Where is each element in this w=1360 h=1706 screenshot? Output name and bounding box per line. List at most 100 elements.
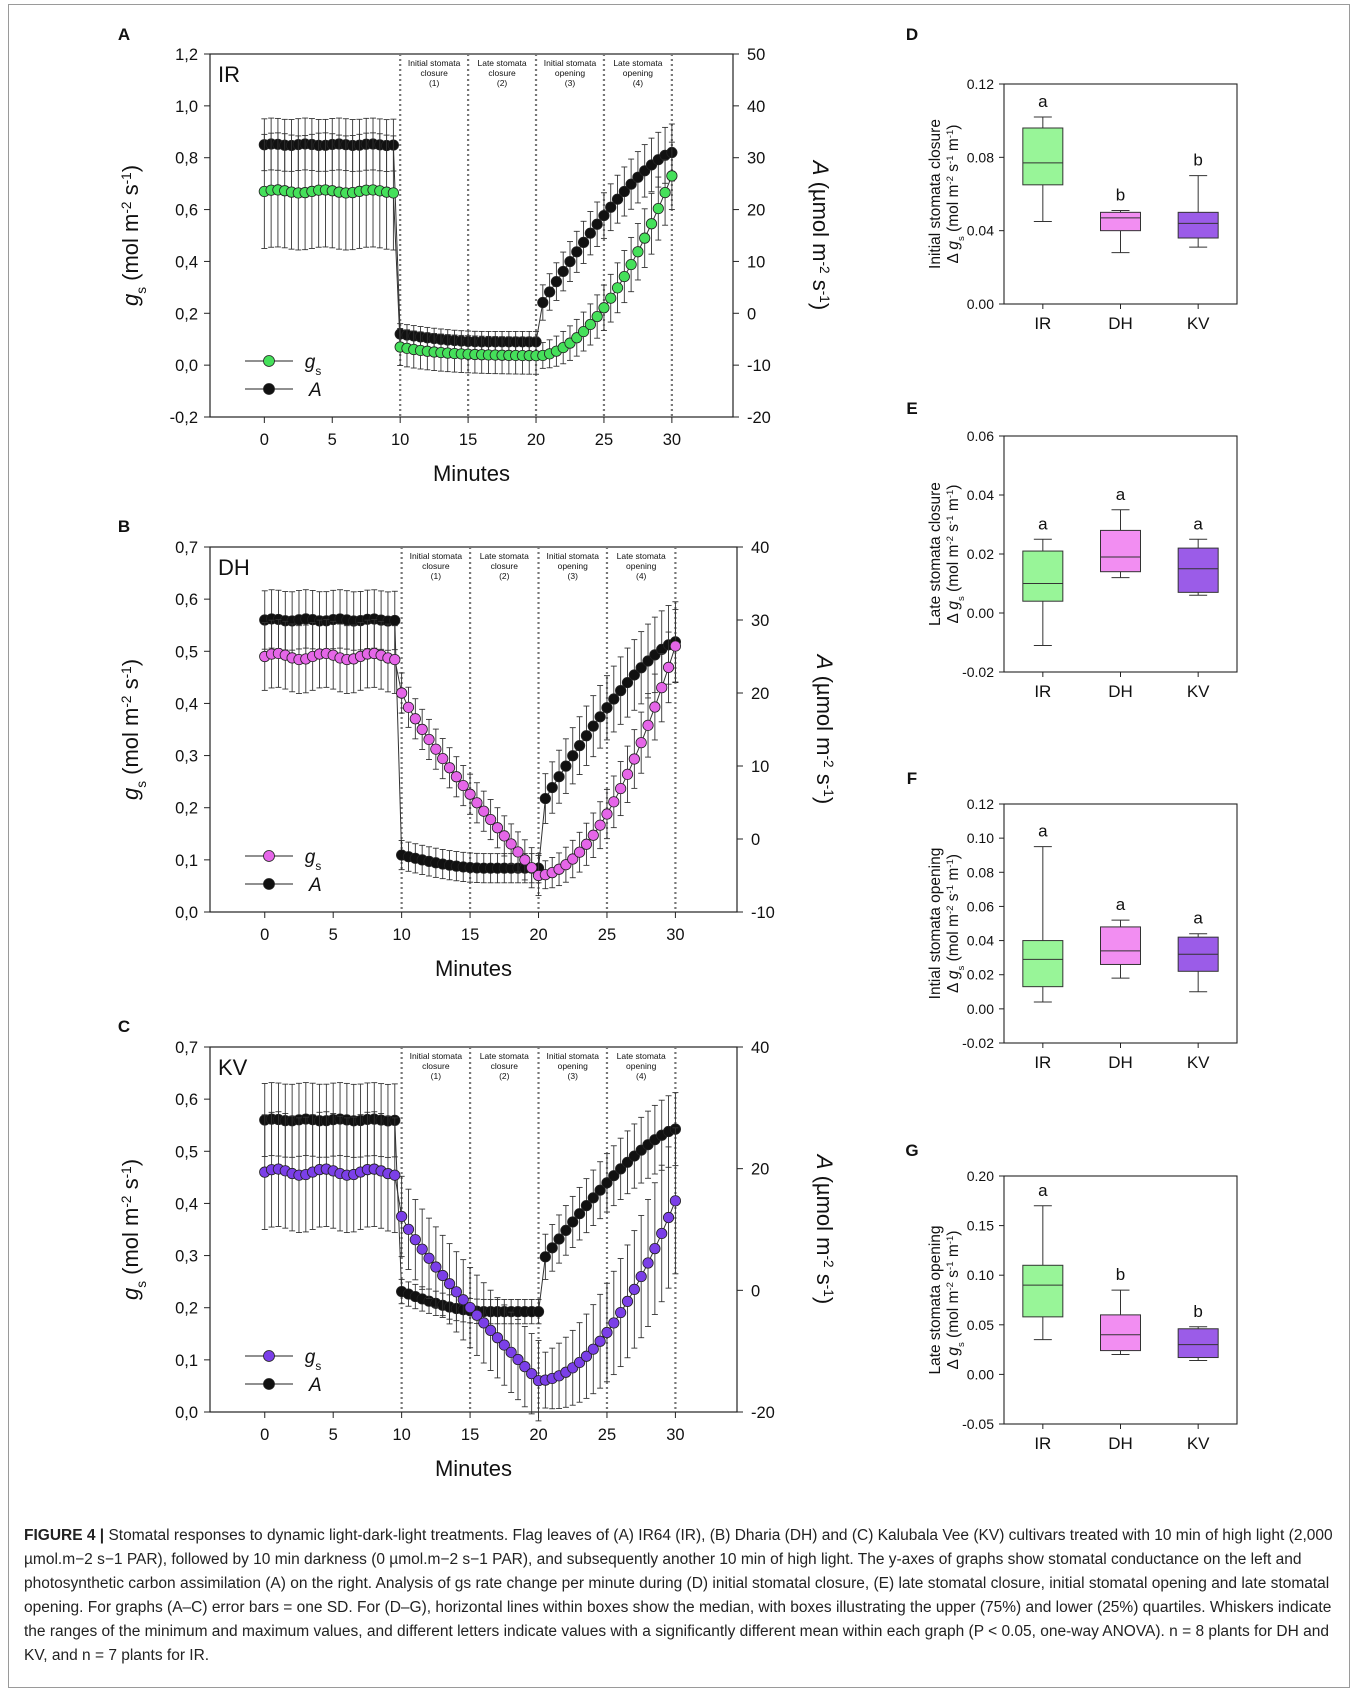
data-point bbox=[573, 846, 586, 858]
y-tick-label: 0.10 bbox=[967, 1267, 994, 1283]
data-point bbox=[423, 733, 435, 746]
data-point bbox=[519, 854, 531, 866]
y-left-axis-title: gs (mol m-2 s-1) bbox=[118, 1159, 149, 1300]
y-tick-label: -0.05 bbox=[962, 1416, 994, 1432]
x-tick-label: 30 bbox=[666, 1426, 684, 1444]
panel-letter: C bbox=[118, 1017, 130, 1036]
data-point bbox=[656, 682, 668, 694]
y-axis-title-line2: Δ gs (mol m-2 s-1 m-1) bbox=[945, 125, 967, 264]
data-point bbox=[546, 1242, 558, 1254]
data-point bbox=[519, 1361, 531, 1373]
phase-label-line1: Late stomata bbox=[617, 1051, 666, 1061]
y-tick-label: 0.02 bbox=[967, 546, 994, 562]
phase-label-line1: Initial stomata bbox=[547, 1051, 600, 1061]
y-right-tick-label: 20 bbox=[751, 685, 769, 703]
data-point bbox=[389, 653, 401, 666]
y-right-axis-title: A (µmol m-2 s-1) bbox=[812, 1153, 837, 1304]
data-point bbox=[443, 1278, 456, 1290]
data-point bbox=[621, 1295, 634, 1307]
y-axis-title-line2: Δ gs (mol m-2 s-1 m-1) bbox=[945, 854, 967, 993]
plot-frame bbox=[209, 1046, 738, 1413]
y-left-tick-label: 0,1 bbox=[175, 852, 198, 870]
data-point bbox=[608, 796, 620, 808]
y-tick-label: 0.12 bbox=[967, 796, 994, 812]
data-point bbox=[608, 1170, 620, 1182]
data-point bbox=[587, 829, 599, 841]
x-tick-label: 30 bbox=[666, 926, 684, 944]
data-point bbox=[532, 1306, 545, 1318]
data-point bbox=[498, 1339, 510, 1351]
y-tick-label: 0.04 bbox=[967, 933, 994, 949]
y-right-axis-title: A (µmol m-2 s-1) bbox=[812, 653, 837, 804]
y-tick-label: -0.02 bbox=[962, 664, 994, 680]
data-point bbox=[550, 276, 563, 288]
phase-label-number: (3) bbox=[568, 571, 579, 581]
x-tick-label: 5 bbox=[329, 926, 338, 944]
y-right-tick-label: 20 bbox=[751, 1161, 769, 1179]
y-axis-title-line1: Initial stomata closure bbox=[927, 119, 944, 269]
data-point bbox=[577, 236, 590, 248]
legend-marker bbox=[263, 355, 275, 367]
figure-caption: FIGURE 4 | Stomatal responses to dynamic… bbox=[24, 1524, 1340, 1668]
data-point bbox=[416, 723, 428, 735]
y-tick-label: 0.12 bbox=[967, 76, 994, 92]
y-left-tick-label: 0,6 bbox=[175, 1091, 198, 1109]
data-point bbox=[632, 171, 644, 183]
data-point bbox=[437, 1269, 449, 1282]
x-tick-label: 20 bbox=[529, 926, 547, 944]
data-point bbox=[450, 1286, 462, 1298]
data-point bbox=[573, 1208, 586, 1220]
panel-letter: B bbox=[118, 517, 130, 536]
significance-letter: a bbox=[1038, 514, 1048, 533]
y-right-tick-label: 0 bbox=[751, 831, 760, 849]
box-IR bbox=[1022, 1264, 1064, 1318]
plot-frame bbox=[209, 53, 734, 418]
x-tick-label: 30 bbox=[663, 431, 681, 449]
panel-letter: F bbox=[907, 769, 917, 788]
y-right-tick-label: 40 bbox=[747, 98, 765, 116]
data-point bbox=[478, 1317, 490, 1329]
data-point bbox=[539, 792, 551, 805]
phase-label-line1: Initial stomata bbox=[410, 1051, 463, 1061]
legend-marker bbox=[263, 383, 275, 395]
x-axis-title: Minutes bbox=[435, 1456, 512, 1481]
box-IR bbox=[1022, 127, 1064, 186]
data-point bbox=[608, 1317, 620, 1329]
y-right-tick-label: -10 bbox=[747, 357, 771, 375]
y-left-tick-label: 0,4 bbox=[175, 1195, 198, 1213]
data-point bbox=[635, 662, 647, 674]
x-tick-label: 10 bbox=[392, 926, 410, 944]
data-point bbox=[594, 1335, 606, 1347]
y-tick-label: 0.02 bbox=[967, 967, 994, 983]
data-point bbox=[464, 1301, 476, 1314]
data-point bbox=[594, 1184, 606, 1196]
phase-label-line1: Initial stomata bbox=[547, 551, 600, 561]
y-tick-label: 0.06 bbox=[967, 428, 994, 444]
chart-panel-E: E -0.02 0.00 0.02 0.04 0.06 IR a DH a KV a Late stom… bbox=[906, 399, 1238, 701]
y-left-tick-label: 0,5 bbox=[175, 1143, 198, 1161]
data-point bbox=[471, 1309, 483, 1321]
y-right-tick-label: 30 bbox=[747, 150, 765, 168]
phase-label-line1: Initial stomata bbox=[410, 551, 463, 561]
data-point bbox=[584, 227, 596, 239]
phase-label-line2: opening bbox=[558, 561, 589, 571]
y-left-tick-label: 0,0 bbox=[175, 1404, 198, 1422]
phase-label-line2: opening bbox=[626, 1061, 657, 1071]
y-left-tick-label: 0,8 bbox=[175, 150, 198, 168]
data-point bbox=[635, 1270, 647, 1283]
data-point bbox=[546, 781, 558, 794]
data-point bbox=[628, 1283, 640, 1295]
phase-label-number: (1) bbox=[431, 571, 442, 581]
data-point bbox=[621, 676, 634, 689]
data-point bbox=[553, 1233, 565, 1245]
box-DH bbox=[1100, 529, 1141, 573]
y-axis-title-line1: Intial stomata opening bbox=[927, 848, 944, 1000]
data-point bbox=[625, 178, 637, 190]
data-point bbox=[601, 808, 613, 820]
x-tick-label: KV bbox=[1187, 1434, 1210, 1453]
phase-label-line1: Late stomata bbox=[613, 58, 662, 68]
x-tick-label: IR bbox=[1034, 682, 1051, 701]
phase-label-number: (2) bbox=[499, 571, 510, 581]
y-left-tick-label: 0,1 bbox=[175, 1352, 198, 1370]
data-point bbox=[601, 702, 613, 714]
